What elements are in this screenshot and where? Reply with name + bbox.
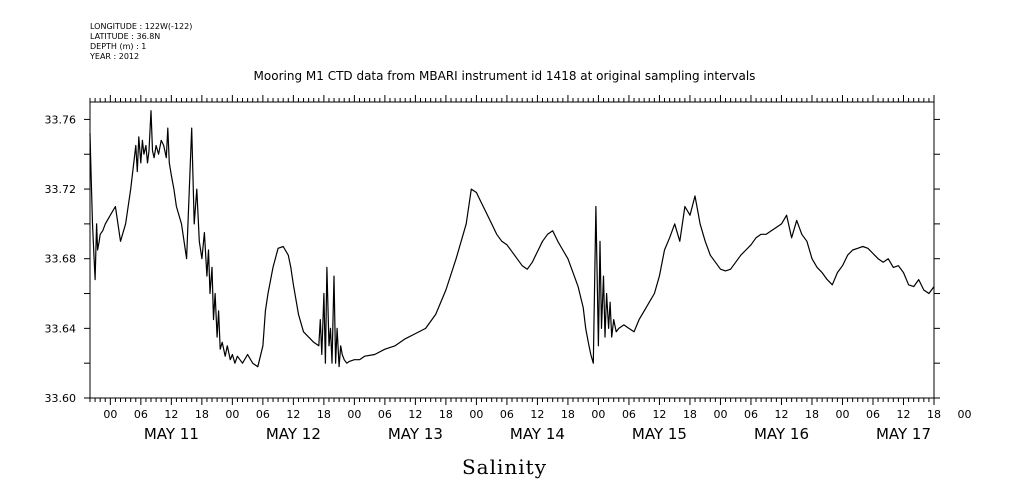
depth-label: DEPTH (m) : 1 (90, 42, 147, 51)
chart-series (89, 110, 935, 368)
x-tick-label: 18 (805, 408, 819, 421)
salinity-series-line (89, 110, 935, 368)
x-tick-label: 06 (866, 408, 880, 421)
x-tick-label: 06 (378, 408, 392, 421)
x-tick-label: 12 (408, 408, 422, 421)
y-tick-label: 33.64 (45, 322, 77, 335)
y-tick-label: 33.72 (45, 183, 77, 196)
x-tick-label: 12 (774, 408, 788, 421)
year-label: YEAR : 2012 (90, 52, 140, 61)
x-tick-label: 18 (683, 408, 697, 421)
x-tick-label: 00 (835, 408, 849, 421)
x-tick-label: 00 (347, 408, 361, 421)
x-tick-label: 06 (256, 408, 270, 421)
chart-axes (89, 101, 935, 399)
x-tick-label: 00 (958, 408, 972, 421)
x-tick-label: 18 (439, 408, 453, 421)
x-tick-label: 06 (500, 408, 514, 421)
day-label: MAY 13 (388, 425, 443, 443)
metadata-block: LONGITUDE : 122W(-122) LATITUDE : 36.8N … (90, 22, 192, 62)
chart-title: Mooring M1 CTD data from MBARI instrumen… (253, 69, 756, 83)
x-tick-label: 12 (652, 408, 666, 421)
latitude-label: LATITUDE : 36.8N (90, 32, 161, 41)
x-tick-label: 00 (103, 408, 117, 421)
day-label: MAY 17 (876, 425, 931, 443)
x-tick-label: 12 (896, 408, 910, 421)
y-tick-label: 33.60 (45, 392, 77, 405)
day-label: MAY 15 (632, 425, 687, 443)
y-tick-label: 33.68 (45, 253, 77, 266)
x-tick-label: 00 (591, 408, 605, 421)
day-label: MAY 11 (144, 425, 199, 443)
x-tick-label: 12 (530, 408, 544, 421)
day-label: MAY 16 (754, 425, 809, 443)
x-tick-label: 00 (225, 408, 239, 421)
longitude-label: LONGITUDE : 122W(-122) (90, 22, 193, 31)
x-tick-label: 12 (286, 408, 300, 421)
day-label: MAY 12 (266, 425, 321, 443)
x-tick-label: 12 (164, 408, 178, 421)
day-label: MAY 14 (510, 425, 565, 443)
x-tick-label: 06 (744, 408, 758, 421)
y-tick-label: 33.76 (45, 113, 77, 126)
x-tick-label: 18 (561, 408, 575, 421)
x-tick-label: 00 (469, 408, 483, 421)
x-tick-label: 18 (927, 408, 941, 421)
x-tick-label: 06 (622, 408, 636, 421)
x-tick-label: 18 (317, 408, 331, 421)
plot-frame (89, 101, 935, 399)
chart-ticks: 33.60 33.64 33.68 33.72 33.76 00 06 12 18 00 06 12 1… (45, 95, 972, 443)
x-tick-label: 00 (713, 408, 727, 421)
x-tick-label: 06 (134, 408, 148, 421)
y-axis-title: Salinity (461, 455, 548, 479)
x-tick-label: 18 (195, 408, 209, 421)
